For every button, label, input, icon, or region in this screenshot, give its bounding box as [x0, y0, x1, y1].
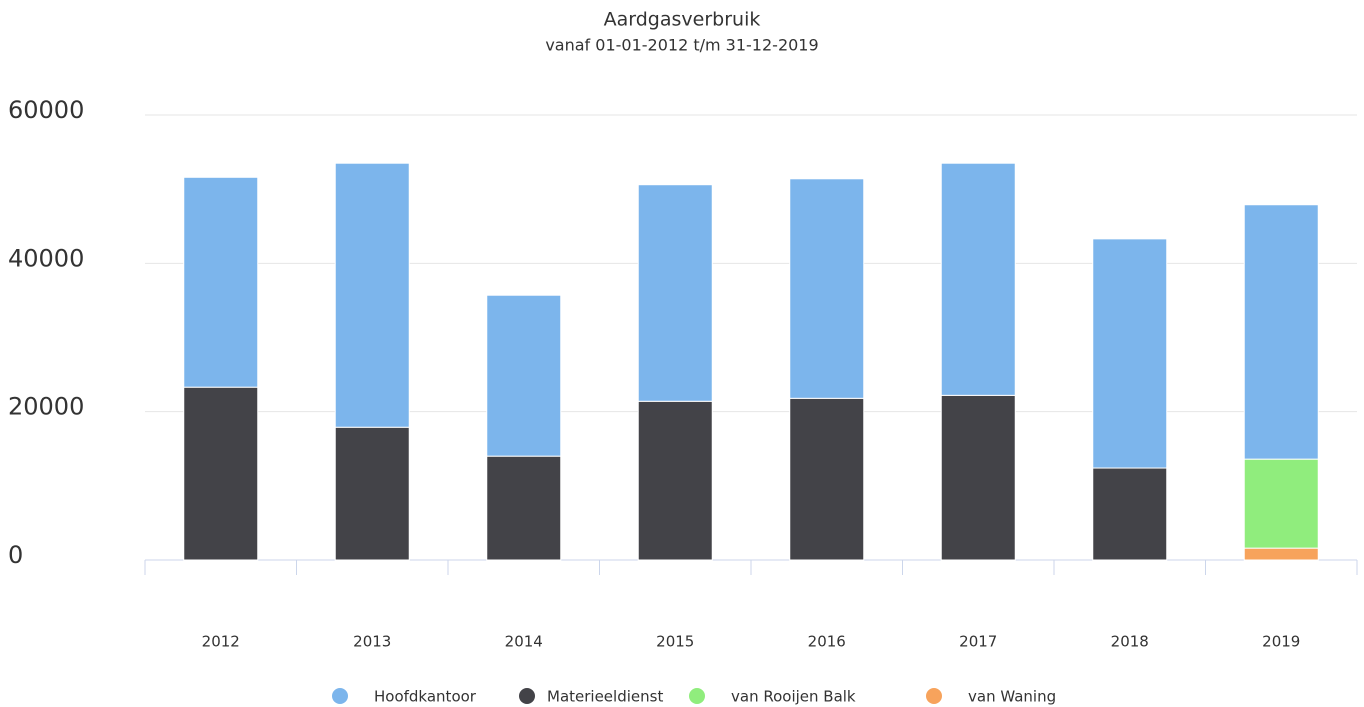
bar-segment [1243, 458, 1319, 549]
bar-segment [789, 397, 865, 561]
bar-segment [183, 386, 259, 561]
chart-subtitle: vanaf 01-01-2012 t/m 31-12-2019 [545, 36, 818, 55]
x-tick-label: 2016 [808, 633, 846, 651]
legend-label: Hoofdkantoor [374, 688, 477, 706]
bar-segment [637, 184, 713, 402]
bar-segment [334, 426, 410, 561]
bar-segment [183, 176, 259, 388]
bar-segment [1243, 204, 1319, 460]
x-tick-label: 2018 [1111, 633, 1149, 651]
bar-segment [637, 400, 713, 561]
x-tick-label: 2017 [959, 633, 997, 651]
legend-marker [332, 688, 348, 704]
bar-segment [1092, 238, 1168, 469]
bar-segment [1092, 467, 1168, 561]
legend-marker [689, 688, 705, 704]
x-tick-label: 2013 [353, 633, 391, 651]
x-tick-label: 2012 [202, 633, 240, 651]
legend-marker [926, 688, 942, 704]
bar-segment [334, 162, 410, 428]
x-tick-label: 2015 [656, 633, 694, 651]
legend-label: van Rooijen Balk [731, 688, 856, 706]
y-tick-label: 0 [8, 541, 23, 569]
chart-title: Aardgasverbruik [604, 9, 761, 31]
legend-marker [519, 688, 535, 704]
legend-label: Materieeldienst [547, 688, 663, 706]
legend-label: van Waning [968, 688, 1056, 706]
bar-segment [940, 162, 1016, 396]
x-tick-label: 2014 [505, 633, 543, 651]
y-tick-label: 60000 [8, 96, 84, 124]
y-tick-label: 40000 [8, 244, 84, 272]
x-tick-label: 2019 [1262, 633, 1300, 651]
y-tick-label: 20000 [8, 393, 84, 421]
bar-segment [1243, 547, 1319, 561]
bar-segment [486, 455, 562, 561]
bar-segment [940, 394, 1016, 561]
bar-segment [789, 178, 865, 399]
bar-segment [486, 294, 562, 457]
